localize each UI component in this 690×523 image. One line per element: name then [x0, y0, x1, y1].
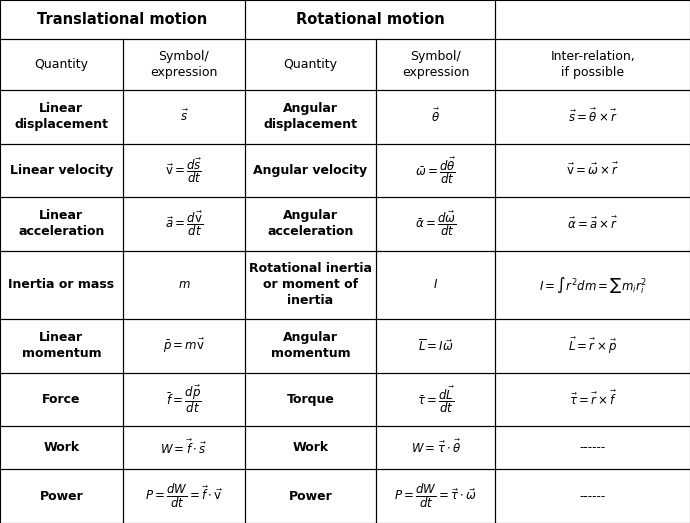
Text: Symbol/
expression: Symbol/ expression: [150, 50, 217, 79]
Bar: [0, 251, 123, 319]
Bar: [376, 372, 495, 426]
Text: Rotational motion: Rotational motion: [296, 12, 444, 27]
Bar: [245, 470, 376, 523]
Bar: [495, 39, 690, 90]
Text: Linear
acceleration: Linear acceleration: [18, 209, 105, 238]
Bar: [0, 372, 123, 426]
Text: $\bar{\tau} = \dfrac{d\vec{L}}{dt}$: $\bar{\tau} = \dfrac{d\vec{L}}{dt}$: [417, 384, 455, 415]
Bar: [245, 197, 376, 251]
Text: Linear velocity: Linear velocity: [10, 164, 113, 177]
Text: $\bar{f} = \dfrac{d\vec{p}}{dt}$: $\bar{f} = \dfrac{d\vec{p}}{dt}$: [166, 383, 201, 415]
Bar: [123, 470, 245, 523]
Bar: [123, 319, 245, 372]
Bar: [495, 319, 690, 372]
Bar: [123, 90, 245, 144]
Text: Quantity: Quantity: [34, 58, 88, 71]
Text: Angular
displacement: Angular displacement: [264, 103, 357, 131]
Text: $m$: $m$: [177, 278, 190, 291]
Text: Inertia or mass: Inertia or mass: [8, 278, 115, 291]
Text: Torque: Torque: [286, 393, 335, 406]
Text: Angular velocity: Angular velocity: [253, 164, 368, 177]
Text: $\bar{\alpha} = \dfrac{d\vec{\omega}}{dt}$: $\bar{\alpha} = \dfrac{d\vec{\omega}}{dt…: [415, 210, 457, 238]
Text: ------: ------: [580, 441, 606, 454]
Bar: [0, 197, 123, 251]
Bar: [245, 319, 376, 372]
Text: $\vec{\mathrm{v}} = \dfrac{d\vec{s}}{dt}$: $\vec{\mathrm{v}} = \dfrac{d\vec{s}}{dt}…: [165, 156, 203, 185]
Bar: [376, 39, 495, 90]
Text: Work: Work: [43, 441, 79, 454]
Text: $I = \int r^2 dm = \sum m_i r_i^2$: $I = \int r^2 dm = \sum m_i r_i^2$: [539, 275, 647, 295]
Text: Force: Force: [42, 393, 81, 406]
Text: Angular
momentum: Angular momentum: [270, 331, 351, 360]
Bar: [245, 90, 376, 144]
Text: $\vec{\alpha} = \vec{a} \times \vec{r}$: $\vec{\alpha} = \vec{a} \times \vec{r}$: [567, 216, 618, 232]
Text: $\vec{\mathrm{v}} = \vec{\omega} \times \vec{r}$: $\vec{\mathrm{v}} = \vec{\omega} \times …: [566, 162, 619, 178]
Bar: [376, 470, 495, 523]
Bar: [123, 426, 245, 470]
Bar: [495, 426, 690, 470]
Text: Work: Work: [293, 441, 328, 454]
Text: $\vec{s} = \vec{\theta} \times \vec{r}$: $\vec{s} = \vec{\theta} \times \vec{r}$: [568, 108, 618, 126]
Text: $\vec{L} = \vec{r} \times \vec{p}$: $\vec{L} = \vec{r} \times \vec{p}$: [568, 336, 618, 356]
Bar: [376, 90, 495, 144]
Bar: [495, 144, 690, 197]
Text: $W = \vec{\tau} \cdot \vec{\theta}$: $W = \vec{\tau} \cdot \vec{\theta}$: [411, 439, 461, 456]
Text: ------: ------: [580, 490, 606, 503]
Bar: [495, 0, 690, 39]
Bar: [495, 90, 690, 144]
Text: $\vec{s}$: $\vec{s}$: [179, 109, 188, 124]
Bar: [245, 251, 376, 319]
Text: Angular
acceleration: Angular acceleration: [267, 209, 354, 238]
Bar: [376, 319, 495, 372]
Text: $\bar{\omega} = \dfrac{d\vec{\theta}}{dt}$: $\bar{\omega} = \dfrac{d\vec{\theta}}{dt…: [415, 155, 456, 186]
Text: Quantity: Quantity: [284, 58, 337, 71]
Text: Translational motion: Translational motion: [37, 12, 208, 27]
Bar: [376, 251, 495, 319]
Bar: [0, 0, 245, 39]
Bar: [123, 197, 245, 251]
Bar: [0, 426, 123, 470]
Text: $\vec{\tau} = \vec{r} \times \vec{f}$: $\vec{\tau} = \vec{r} \times \vec{f}$: [569, 390, 617, 408]
Bar: [495, 251, 690, 319]
Bar: [245, 426, 376, 470]
Text: $P = \dfrac{dW}{dt} = \vec{\tau} \cdot \vec{\omega}$: $P = \dfrac{dW}{dt} = \vec{\tau} \cdot \…: [394, 482, 477, 510]
Text: $\overline{L} = I\vec{\omega}$: $\overline{L} = I\vec{\omega}$: [418, 338, 453, 354]
Bar: [245, 372, 376, 426]
Bar: [0, 39, 123, 90]
Text: Inter-relation,
if possible: Inter-relation, if possible: [551, 50, 635, 79]
Text: $\vec{\theta}$: $\vec{\theta}$: [431, 108, 440, 126]
Text: $P = \dfrac{dW}{dt} = \vec{f} \cdot \vec{\mathrm{v}}$: $P = \dfrac{dW}{dt} = \vec{f} \cdot \vec…: [145, 482, 223, 510]
Bar: [376, 426, 495, 470]
Bar: [245, 0, 495, 39]
Text: $W = \vec{f} \cdot \vec{s}$: $W = \vec{f} \cdot \vec{s}$: [160, 439, 208, 457]
Bar: [0, 470, 123, 523]
Bar: [0, 144, 123, 197]
Bar: [495, 197, 690, 251]
Bar: [376, 197, 495, 251]
Bar: [495, 470, 690, 523]
Text: $I$: $I$: [433, 278, 438, 291]
Bar: [0, 319, 123, 372]
Text: Linear
displacement: Linear displacement: [14, 103, 108, 131]
Bar: [123, 372, 245, 426]
Bar: [0, 90, 123, 144]
Bar: [245, 39, 376, 90]
Bar: [245, 144, 376, 197]
Bar: [123, 144, 245, 197]
Bar: [495, 372, 690, 426]
Text: Symbol/
expression: Symbol/ expression: [402, 50, 469, 79]
Bar: [376, 144, 495, 197]
Bar: [123, 251, 245, 319]
Bar: [123, 39, 245, 90]
Text: Rotational inertia
or moment of
inertia: Rotational inertia or moment of inertia: [249, 263, 372, 308]
Text: $\bar{p} = m\vec{\mathrm{v}}$: $\bar{p} = m\vec{\mathrm{v}}$: [163, 337, 205, 355]
Text: Linear
momentum: Linear momentum: [21, 331, 101, 360]
Text: Power: Power: [39, 490, 83, 503]
Text: $\vec{a} = \dfrac{d\vec{\mathrm{v}}}{dt}$: $\vec{a} = \dfrac{d\vec{\mathrm{v}}}{dt}…: [165, 210, 203, 238]
Text: Power: Power: [288, 490, 333, 503]
